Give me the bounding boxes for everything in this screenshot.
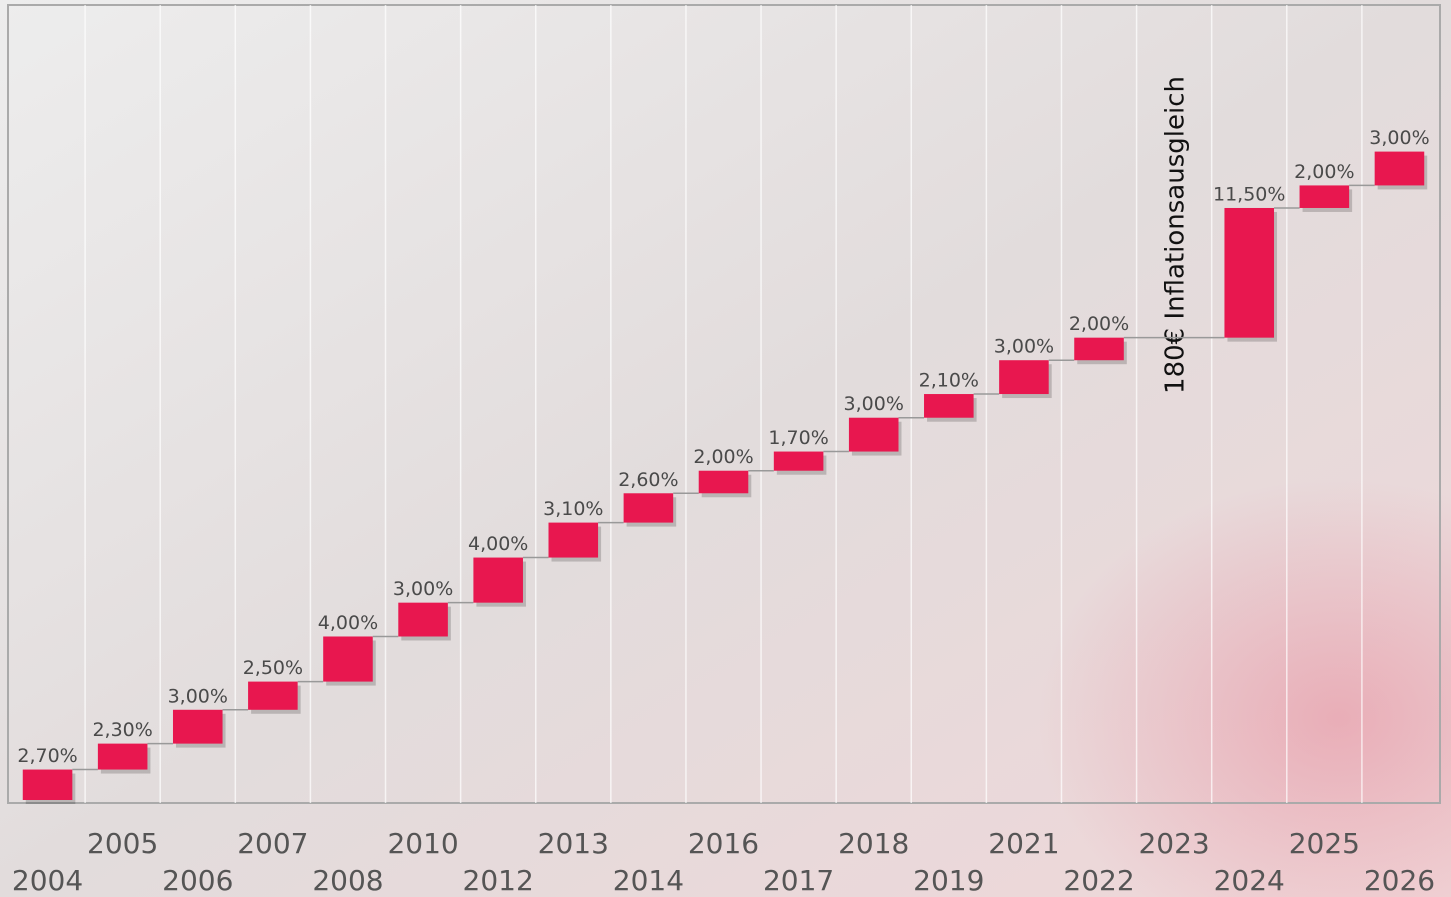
value-label: 3,00% xyxy=(393,578,453,600)
bar xyxy=(774,452,824,471)
bar xyxy=(23,770,73,800)
value-label: 3,00% xyxy=(994,336,1054,358)
annotation: 180€ Inflationsausgleich xyxy=(1161,76,1191,394)
x-tick-label: 2026 xyxy=(1364,864,1435,897)
value-label: 4,00% xyxy=(468,533,528,555)
value-label: 2,70% xyxy=(17,745,77,767)
bar xyxy=(999,360,1049,394)
x-tick-label: 2012 xyxy=(463,864,534,897)
value-label: 2,50% xyxy=(243,657,303,679)
x-tick-label: 2008 xyxy=(312,864,383,897)
bar xyxy=(849,418,899,452)
bar xyxy=(1375,152,1425,186)
value-label: 2,60% xyxy=(618,469,678,491)
x-tick-label: 2017 xyxy=(763,864,834,897)
x-tick-label: 2022 xyxy=(1063,864,1134,897)
chart: 180€ Inflationsausgleich 2004 2,70% 2005 2,… xyxy=(0,0,1451,897)
value-label: 3,00% xyxy=(1369,127,1429,149)
x-tick-label: 2010 xyxy=(387,827,458,860)
bar xyxy=(699,471,749,494)
bar xyxy=(398,603,448,637)
x-tick-label: 2021 xyxy=(988,827,1059,860)
x-tick-label: 2005 xyxy=(87,827,158,860)
bar xyxy=(323,636,373,681)
value-label: 2,00% xyxy=(1294,161,1354,183)
x-tick-label: 2013 xyxy=(538,827,609,860)
page: {"chart_data": {"type": "waterfall", "ca… xyxy=(0,0,1451,897)
x-tick-label: 2019 xyxy=(913,864,984,897)
x-tick-label: 2004 xyxy=(12,864,83,897)
bar xyxy=(1074,338,1124,361)
x-tick-label: 2018 xyxy=(838,827,909,860)
bar xyxy=(173,710,223,744)
bar xyxy=(1300,185,1350,208)
x-tick-label: 2006 xyxy=(162,864,233,897)
value-label: 11,50% xyxy=(1213,183,1285,205)
value-label: 3,00% xyxy=(844,393,904,415)
value-label: 1,70% xyxy=(768,427,828,449)
value-label: 3,00% xyxy=(168,685,228,707)
value-label: 3,10% xyxy=(543,498,603,520)
value-label: 2,30% xyxy=(92,719,152,741)
bar xyxy=(98,744,148,770)
bar xyxy=(549,523,599,558)
bar xyxy=(624,493,674,522)
value-label: 2,00% xyxy=(1069,313,1129,335)
bar xyxy=(248,682,298,710)
x-tick-label: 2023 xyxy=(1138,827,1209,860)
x-tick-label: 2014 xyxy=(613,864,684,897)
bar xyxy=(473,558,523,603)
value-label: 2,00% xyxy=(693,446,753,468)
x-tick-label: 2016 xyxy=(688,827,759,860)
value-label: 2,10% xyxy=(919,370,979,392)
bar xyxy=(924,394,974,418)
x-tick-label: 2025 xyxy=(1289,827,1360,860)
bar xyxy=(1224,208,1274,338)
x-tick-label: 2007 xyxy=(237,827,308,860)
value-label: 4,00% xyxy=(318,612,378,634)
background-glow xyxy=(700,300,1451,897)
x-tick-label: 2024 xyxy=(1214,864,1285,897)
